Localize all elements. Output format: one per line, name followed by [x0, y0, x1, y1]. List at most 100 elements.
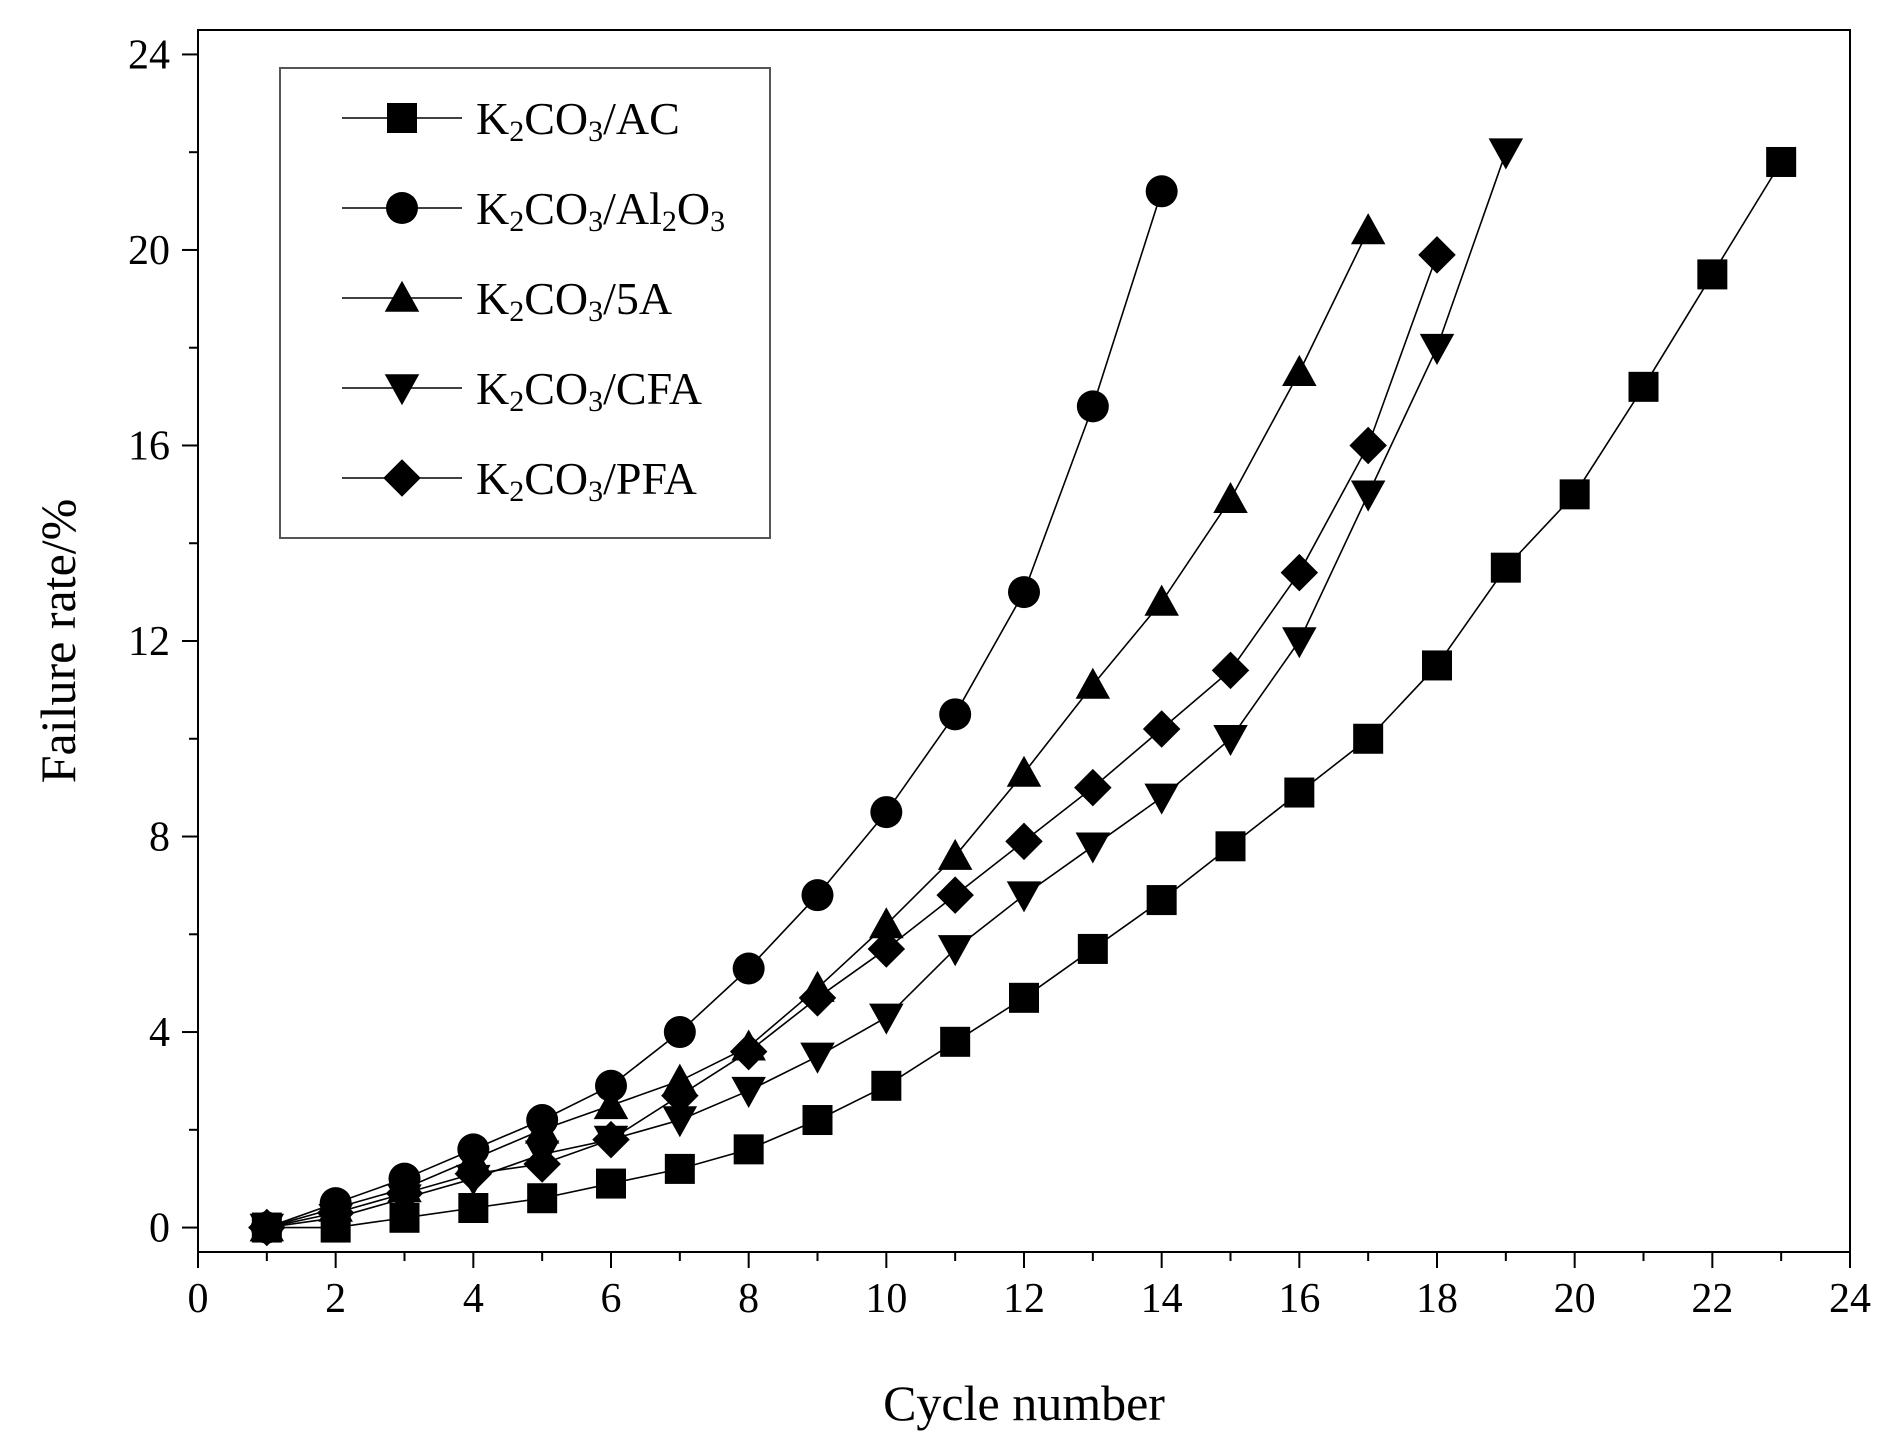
- series-square: [251, 146, 1797, 1243]
- legend-entry: K2CO3/Al2O3: [342, 183, 725, 238]
- legend-label: K2CO3/CFA: [476, 363, 702, 418]
- y-tick-label: 4: [149, 1010, 170, 1056]
- data-point-triangle-down: [1213, 724, 1248, 757]
- legend-marker-triangle-up: [384, 280, 420, 312]
- data-point-square: [1766, 146, 1797, 177]
- legend-marker-square: [387, 103, 417, 133]
- series-layer: [248, 138, 1797, 1247]
- data-point-triangle-down: [1144, 783, 1179, 815]
- data-point-circle: [663, 1016, 696, 1049]
- x-tick-label: 14: [1141, 1276, 1183, 1322]
- data-point-diamond: [661, 1076, 699, 1115]
- series-circle: [250, 175, 1178, 1244]
- x-tick-label: 18: [1416, 1276, 1458, 1322]
- data-point-circle: [1076, 390, 1109, 423]
- data-point-square: [1353, 723, 1384, 754]
- data-point-triangle-up: [1075, 667, 1111, 699]
- y-tick-label: 16: [128, 423, 170, 469]
- data-point-triangle-down: [869, 1003, 904, 1035]
- data-point-square: [871, 1070, 902, 1101]
- x-tick-label: 8: [738, 1276, 759, 1322]
- data-point-square: [527, 1183, 558, 1214]
- y-tick-label: 8: [149, 815, 170, 861]
- data-point-triangle-down: [1350, 480, 1386, 512]
- data-point-triangle-down: [1419, 333, 1455, 365]
- x-tick-label: 12: [1003, 1276, 1045, 1322]
- data-point-square: [1490, 552, 1521, 583]
- x-tick-label: 16: [1278, 1276, 1320, 1322]
- x-tick-label: 2: [325, 1276, 346, 1322]
- data-point-triangle-up: [1282, 354, 1317, 386]
- data-point-triangle-down: [731, 1076, 766, 1108]
- y-tick-label: 24: [128, 32, 170, 78]
- data-point-diamond: [729, 1032, 768, 1071]
- x-tick-label: 22: [1691, 1276, 1733, 1322]
- legend-marker-diamond: [383, 459, 421, 497]
- data-point-square: [733, 1134, 764, 1165]
- legend-label: K2CO3/AC: [476, 93, 680, 148]
- x-tick-label: 6: [601, 1276, 622, 1322]
- x-tick-label: 20: [1554, 1276, 1596, 1322]
- data-point-diamond: [867, 930, 906, 968]
- data-point-square: [1559, 479, 1590, 510]
- data-point-diamond: [1211, 651, 1250, 690]
- x-axis-title: Cycle number: [883, 1375, 1165, 1431]
- data-point-square: [664, 1153, 695, 1184]
- data-point-triangle-up: [937, 838, 973, 870]
- data-point-circle: [595, 1069, 627, 1102]
- data-point-square: [940, 1026, 971, 1057]
- data-point-triangle-up: [1213, 481, 1248, 514]
- legend-box: [279, 67, 771, 539]
- legend-marker-circle: [386, 192, 418, 224]
- legend-label: K2CO3/Al2O3: [476, 183, 725, 238]
- data-point-diamond: [1280, 553, 1319, 592]
- y-axis-title: Failure rate/%: [30, 499, 86, 784]
- data-point-square: [1215, 831, 1246, 862]
- legend-label: K2CO3/5A: [476, 273, 672, 328]
- legend-entry: K2CO3/PFA: [342, 453, 697, 508]
- data-point-triangle-down: [1488, 138, 1524, 170]
- data-point-square: [458, 1193, 489, 1224]
- data-point-diamond: [936, 876, 974, 914]
- data-point-triangle-up: [1006, 755, 1042, 787]
- series-diamond: [248, 236, 1456, 1247]
- data-point-diamond: [454, 1155, 493, 1193]
- y-tick-label: 20: [128, 228, 170, 274]
- data-point-circle: [939, 698, 972, 731]
- data-point-diamond: [1349, 426, 1387, 465]
- legend-entry: K2CO3/CFA: [342, 363, 702, 418]
- x-axis: 0 2 4 6 8 10 12 14 16 18 20 22 24: [188, 1252, 1871, 1322]
- data-point-diamond: [1142, 710, 1181, 748]
- data-point-diamond: [1418, 236, 1456, 274]
- legend-marker-triangle-down: [384, 374, 420, 406]
- data-point-square: [1009, 982, 1039, 1013]
- data-point-triangle-down: [662, 1106, 698, 1138]
- data-point-triangle-down: [1006, 881, 1042, 913]
- data-point-square: [1146, 885, 1177, 916]
- x-tick-label: 10: [865, 1276, 907, 1322]
- x-tick-label: 4: [463, 1276, 484, 1322]
- y-axis: 0 4 8 12 16 20 24: [128, 32, 198, 1252]
- data-point-diamond: [592, 1120, 630, 1159]
- x-tick-label: 24: [1829, 1276, 1871, 1322]
- legend-label: K2CO3/PFA: [476, 453, 697, 508]
- y-tick-label: 0: [149, 1206, 170, 1252]
- y-tick-label: 12: [128, 619, 170, 665]
- data-point-triangle-down: [800, 1042, 835, 1074]
- data-point-triangle-up: [593, 1088, 629, 1120]
- data-point-square: [1077, 933, 1108, 964]
- data-point-square: [1422, 650, 1452, 681]
- data-point-diamond: [248, 1208, 286, 1247]
- data-point-circle: [732, 952, 765, 985]
- data-point-diamond: [523, 1145, 561, 1183]
- legend-entry: K2CO3/5A: [342, 273, 672, 328]
- data-point-diamond: [1005, 822, 1043, 861]
- data-point-triangle-down: [1282, 627, 1317, 659]
- data-point-triangle-up: [524, 1112, 560, 1144]
- legend-entry: K2CO3/AC: [342, 93, 680, 148]
- data-point-diamond: [385, 1174, 424, 1213]
- x-tick-label: 0: [188, 1276, 209, 1322]
- data-point-diamond: [316, 1194, 355, 1232]
- data-point-diamond: [798, 979, 837, 1017]
